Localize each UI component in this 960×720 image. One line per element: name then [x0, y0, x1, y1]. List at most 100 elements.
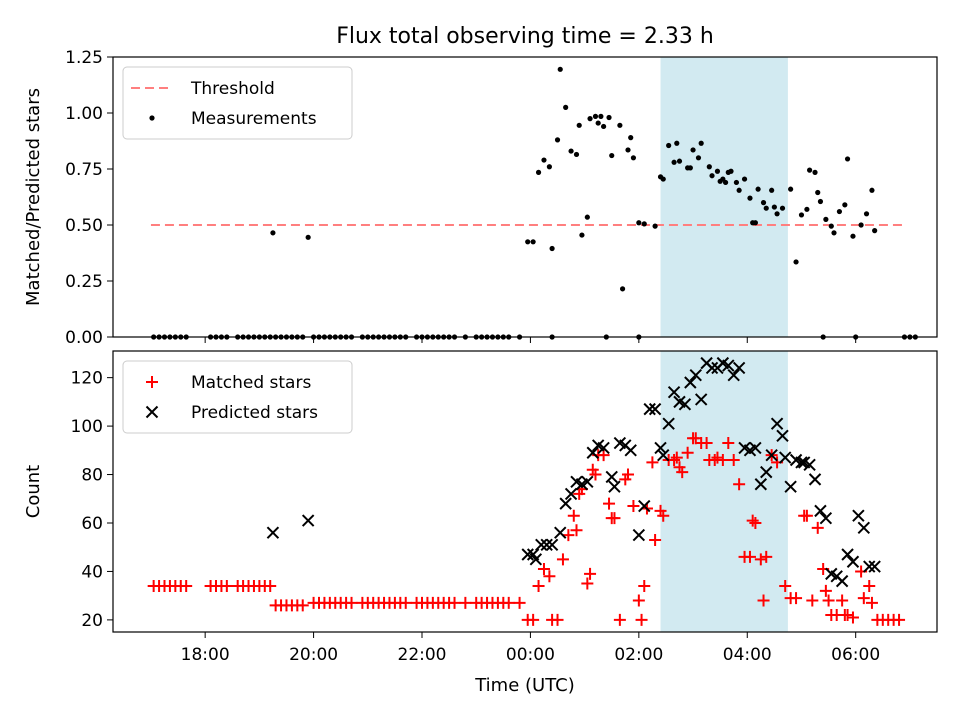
- data-point: [301, 514, 315, 527]
- x-tick-label: 02:00: [614, 645, 663, 665]
- data-point: [597, 441, 610, 455]
- y-tick-label: 120: [71, 369, 103, 389]
- highlight-span: [660, 351, 788, 632]
- data-point: [264, 579, 277, 592]
- data-point: [579, 232, 585, 238]
- y-tick-label: 80: [81, 466, 103, 486]
- data-point: [525, 239, 531, 245]
- data-point: [632, 528, 646, 542]
- data-point: [652, 223, 658, 229]
- data-point: [749, 516, 762, 529]
- data-point: [869, 187, 875, 193]
- data-point: [570, 524, 583, 537]
- data-point: [690, 147, 696, 153]
- data-point: [743, 550, 756, 563]
- data-point: [527, 613, 540, 626]
- data-point: [858, 222, 864, 228]
- data-point: [687, 165, 693, 171]
- data-point: [541, 157, 547, 163]
- measurement-points: [151, 66, 918, 340]
- data-point: [893, 613, 906, 626]
- data-point: [857, 592, 870, 605]
- data-point: [765, 448, 778, 462]
- data-point: [546, 164, 552, 170]
- data-point: [603, 497, 616, 510]
- data-point: [689, 369, 702, 382]
- data-point: [568, 148, 574, 154]
- legend-label: Predicted stars: [191, 403, 318, 423]
- data-point: [270, 230, 276, 236]
- data-point: [741, 176, 748, 182]
- data-point: [648, 402, 662, 416]
- data-point: [757, 594, 770, 607]
- data-point: [296, 599, 309, 612]
- data-point: [537, 563, 550, 576]
- y-axis-ticks: 0.00 0.25 0.50 0.75 1.00 1.25: [65, 48, 113, 348]
- data-point: [835, 574, 849, 588]
- y-tick-label: 0.25: [65, 272, 103, 292]
- data-point: [535, 538, 548, 552]
- data-point: [667, 385, 681, 399]
- data-point: [530, 239, 536, 245]
- data-point: [774, 211, 780, 217]
- data-point: [586, 446, 599, 459]
- data-point: [828, 223, 834, 229]
- data-point: [563, 104, 569, 110]
- data-point: [790, 592, 803, 605]
- data-point: [695, 155, 702, 161]
- data-point: [617, 122, 623, 128]
- legend-box: [122, 66, 353, 140]
- x-axis-label: Time (UTC): [474, 675, 575, 696]
- legend-label: Threshold: [190, 79, 275, 99]
- data-point: [793, 259, 799, 265]
- data-point: [812, 169, 818, 175]
- data-point: [624, 444, 637, 457]
- data-point: [760, 465, 773, 479]
- data-point: [567, 509, 580, 522]
- data-point: [784, 480, 797, 493]
- data-point: [657, 448, 670, 462]
- x-tick-label: 20:00: [289, 645, 338, 665]
- data-point: [627, 500, 640, 513]
- data-point: [581, 475, 594, 489]
- data-point: [841, 609, 854, 622]
- y-tick-label: 20: [81, 611, 103, 631]
- data-point: [746, 514, 759, 527]
- data-point: [587, 116, 593, 122]
- data-point: [760, 200, 767, 206]
- data-point: [727, 454, 740, 467]
- data-point: [638, 499, 651, 513]
- data-point: [671, 159, 677, 165]
- x-tick-label: 18:00: [181, 645, 230, 665]
- data-point: [798, 212, 805, 218]
- legend-marker-swatch: [145, 405, 159, 419]
- y-tick-label: 1.25: [65, 48, 103, 68]
- data-point: [635, 613, 648, 626]
- data-point: [857, 521, 871, 535]
- legend-marker-swatch: [146, 376, 158, 388]
- data-point: [822, 594, 835, 607]
- data-point: [609, 152, 615, 159]
- data-point: [733, 179, 740, 186]
- data-point: [595, 120, 601, 126]
- data-point: [815, 189, 821, 196]
- data-point: [823, 216, 829, 222]
- data-point: [755, 186, 761, 192]
- data-point: [641, 221, 647, 227]
- data-point: [863, 579, 876, 592]
- data-point: [459, 596, 472, 609]
- data-point: [632, 594, 645, 607]
- data-point: [676, 466, 689, 479]
- legend-label: Matched stars: [191, 373, 311, 393]
- data-point: [811, 521, 824, 534]
- data-point: [646, 456, 659, 469]
- data-point: [666, 142, 672, 149]
- observing-window: [660, 57, 788, 337]
- bottom-axes-frame: [112, 350, 938, 633]
- data-point: [220, 579, 233, 592]
- x-tick-label: 04:00: [723, 645, 772, 665]
- data-point: [714, 168, 721, 174]
- legend-marker-swatch: [149, 115, 155, 121]
- data-point: [657, 509, 670, 522]
